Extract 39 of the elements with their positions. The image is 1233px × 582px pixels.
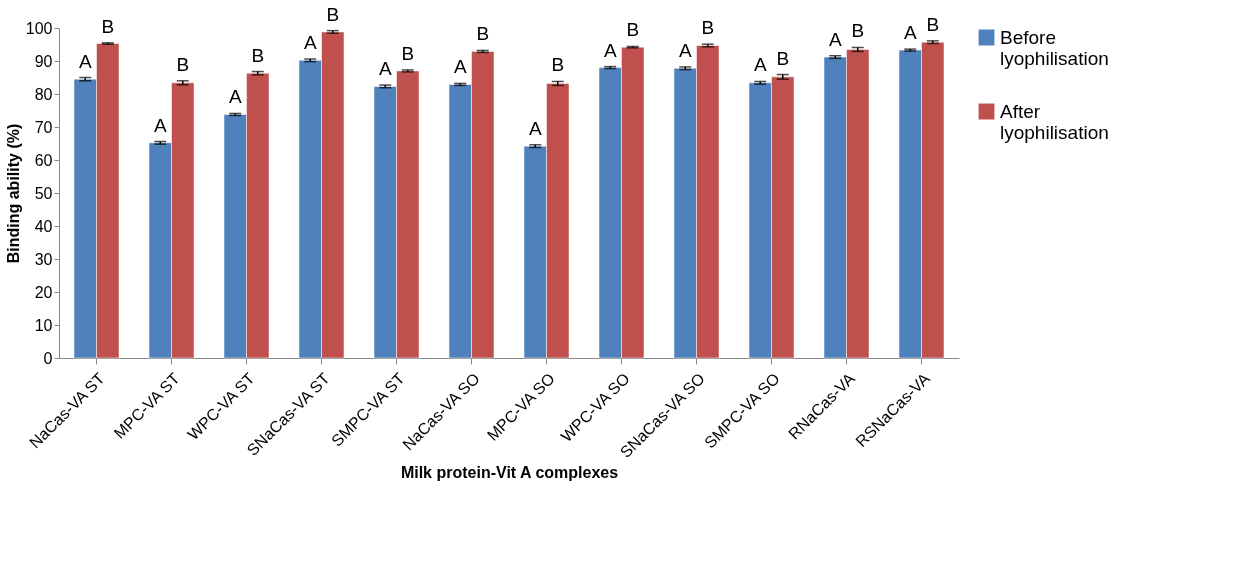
annotation: B bbox=[176, 53, 190, 75]
annotation: A bbox=[678, 39, 692, 61]
annotation: A bbox=[603, 39, 617, 61]
y-tick-label: 30 bbox=[34, 250, 53, 268]
annotation: A bbox=[903, 22, 917, 44]
annotation: A bbox=[153, 114, 167, 136]
annotation: B bbox=[326, 3, 340, 25]
legend-label: After lyophilisation bbox=[1000, 100, 1109, 143]
annotation: A bbox=[453, 56, 467, 78]
y-tick-label: 20 bbox=[34, 283, 53, 301]
annotation: B bbox=[476, 23, 490, 45]
annotation: A bbox=[753, 54, 767, 76]
annotation: B bbox=[776, 47, 790, 69]
y-tick-label: 70 bbox=[34, 118, 53, 136]
y-tick-label: 90 bbox=[34, 52, 53, 70]
x-axis-title: Milk protein-Vit A complexes bbox=[400, 464, 619, 482]
annotation: A bbox=[528, 117, 542, 139]
annotation: A bbox=[228, 86, 242, 108]
annotation: A bbox=[303, 32, 317, 54]
y-tick-label: 100 bbox=[25, 19, 53, 37]
y-tick-label: 60 bbox=[34, 151, 53, 169]
annotation: B bbox=[626, 19, 640, 41]
y-tick-label: 40 bbox=[34, 217, 53, 235]
legend-label: Before lyophilisation bbox=[1000, 26, 1109, 69]
y-tick-label: 10 bbox=[34, 316, 53, 334]
annotation: B bbox=[851, 20, 865, 42]
annotation: A bbox=[78, 50, 92, 72]
annotation: B bbox=[701, 17, 715, 39]
y-tick-label: 80 bbox=[34, 85, 53, 103]
annotation: B bbox=[251, 44, 265, 66]
annotation: B bbox=[101, 15, 115, 37]
y-tick-label: 50 bbox=[34, 184, 53, 202]
annotation: B bbox=[551, 54, 565, 76]
y-tick-label: 0 bbox=[43, 349, 53, 367]
annotation: A bbox=[378, 58, 392, 80]
y-axis-title: Binding ability (%) bbox=[4, 123, 22, 264]
annotation: A bbox=[828, 28, 842, 50]
annotation: B bbox=[401, 42, 415, 64]
annotation: B bbox=[926, 13, 940, 35]
